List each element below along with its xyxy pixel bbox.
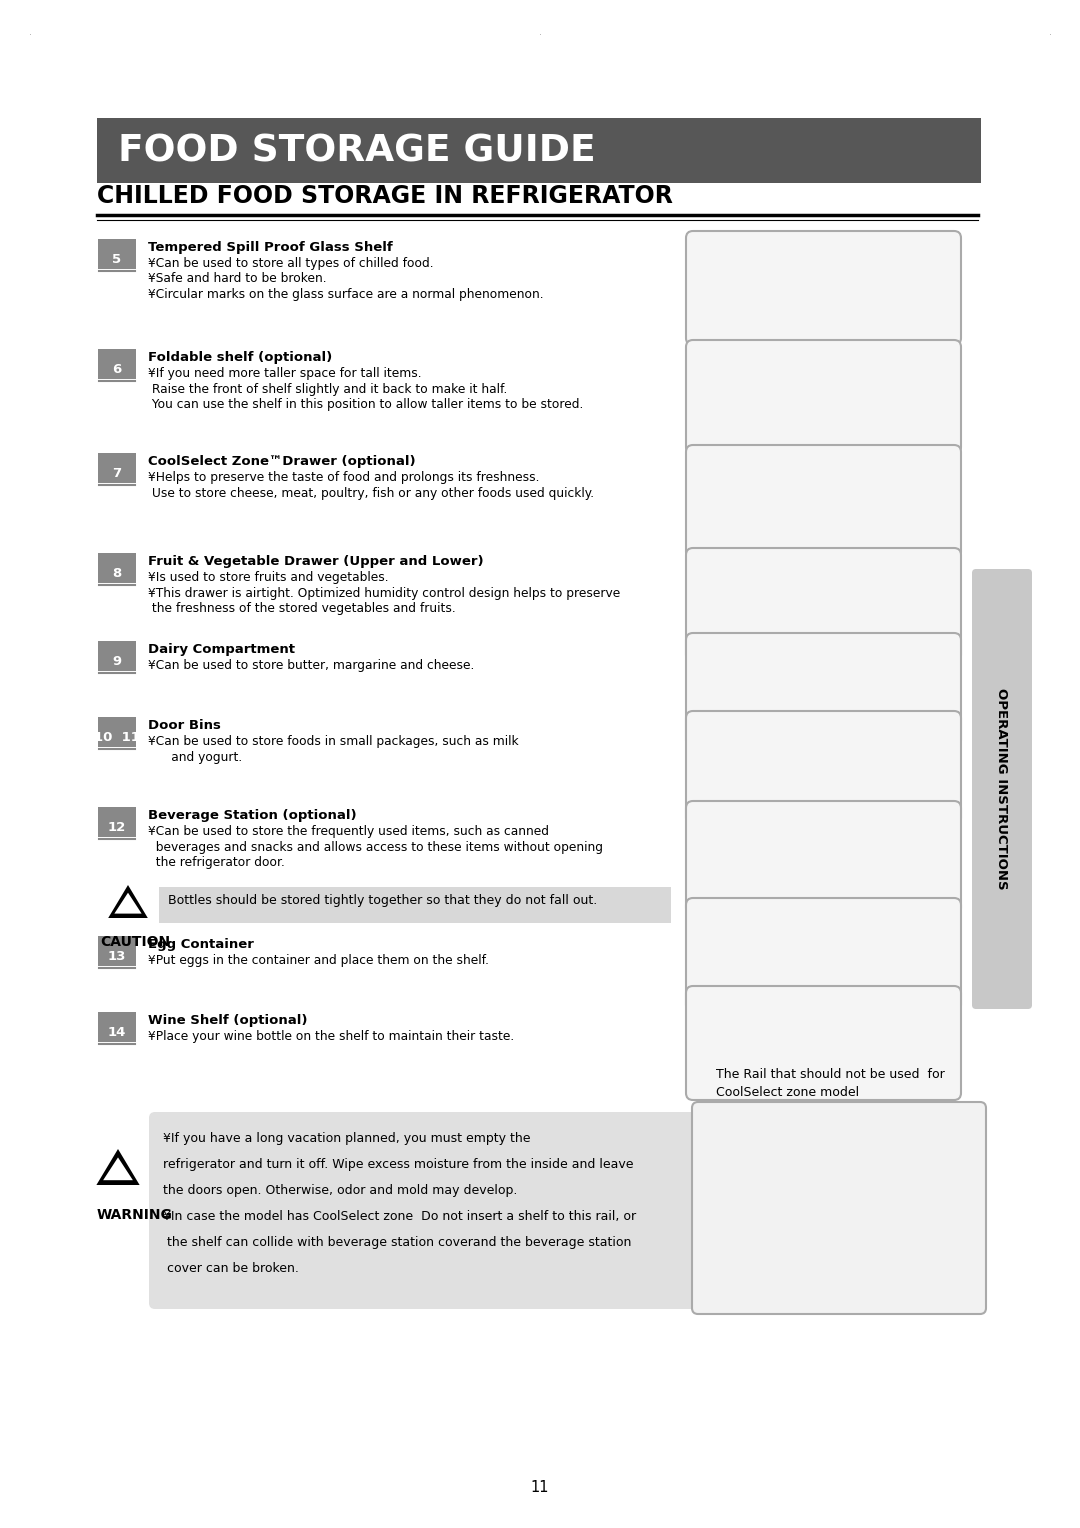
FancyBboxPatch shape — [159, 886, 671, 923]
FancyBboxPatch shape — [149, 1112, 721, 1309]
Text: ·: · — [28, 31, 31, 40]
Text: ¥Can be used to store all types of chilled food.: ¥Can be used to store all types of chill… — [148, 257, 434, 270]
Text: FOOD STORAGE GUIDE: FOOD STORAGE GUIDE — [118, 134, 596, 170]
Text: Foldable shelf (optional): Foldable shelf (optional) — [148, 351, 333, 364]
FancyBboxPatch shape — [97, 118, 981, 183]
FancyBboxPatch shape — [686, 898, 961, 1012]
FancyBboxPatch shape — [686, 711, 961, 825]
FancyBboxPatch shape — [98, 937, 136, 966]
Text: the refrigerator door.: the refrigerator door. — [148, 856, 285, 869]
Text: ¥Safe and hard to be broken.: ¥Safe and hard to be broken. — [148, 272, 326, 286]
FancyBboxPatch shape — [686, 633, 961, 747]
FancyBboxPatch shape — [686, 801, 961, 915]
Text: ·: · — [1049, 31, 1052, 40]
FancyBboxPatch shape — [98, 452, 136, 483]
Text: refrigerator and turn it off. Wipe excess moisture from the inside and leave: refrigerator and turn it off. Wipe exces… — [163, 1158, 634, 1170]
Text: the shelf can collide with beverage station coverand the beverage station: the shelf can collide with beverage stat… — [163, 1236, 632, 1248]
Text: Dairy Compartment: Dairy Compartment — [148, 643, 295, 656]
Text: and yogurt.: and yogurt. — [148, 750, 242, 764]
FancyBboxPatch shape — [686, 549, 961, 662]
Text: the doors open. Otherwise, odor and mold may develop.: the doors open. Otherwise, odor and mold… — [163, 1184, 517, 1196]
Text: Tempered Spill Proof Glass Shelf: Tempered Spill Proof Glass Shelf — [148, 241, 393, 254]
Text: CHILLED FOOD STORAGE IN REFRIGERATOR: CHILLED FOOD STORAGE IN REFRIGERATOR — [97, 183, 673, 208]
Text: ¥In case the model has CoolSelect zone  Do not insert a shelf to this rail, or: ¥In case the model has CoolSelect zone D… — [163, 1210, 636, 1222]
Text: Bottles should be stored tightly together so that they do not fall out.: Bottles should be stored tightly togethe… — [168, 894, 597, 908]
FancyBboxPatch shape — [686, 231, 961, 345]
Text: Beverage Station (optional): Beverage Station (optional) — [148, 808, 356, 822]
Text: ¥Place your wine bottle on the shelf to maintain their taste.: ¥Place your wine bottle on the shelf to … — [148, 1030, 514, 1044]
Text: 6: 6 — [112, 364, 122, 376]
Text: CoolSelect zone model: CoolSelect zone model — [716, 1086, 859, 1099]
Text: OPERATING INSTRUCTIONS: OPERATING INSTRUCTIONS — [996, 688, 1009, 889]
Text: 11: 11 — [530, 1481, 550, 1494]
Polygon shape — [108, 885, 148, 918]
Text: ¥If you have a long vacation planned, you must empty the: ¥If you have a long vacation planned, yo… — [163, 1132, 530, 1144]
Text: 10  11: 10 11 — [94, 730, 140, 744]
Text: Raise the front of shelf slightly and it back to make it half.: Raise the front of shelf slightly and it… — [148, 382, 508, 396]
FancyBboxPatch shape — [98, 348, 136, 379]
Text: 8: 8 — [112, 567, 122, 581]
Text: Door Bins: Door Bins — [148, 720, 221, 732]
FancyBboxPatch shape — [98, 1012, 136, 1042]
FancyBboxPatch shape — [686, 445, 961, 559]
Text: WARNING: WARNING — [97, 1209, 173, 1222]
Text: the freshness of the stored vegetables and fruits.: the freshness of the stored vegetables a… — [148, 602, 456, 614]
Text: Wine Shelf (optional): Wine Shelf (optional) — [148, 1015, 308, 1027]
Text: The Rail that should not be used  for: The Rail that should not be used for — [716, 1068, 945, 1080]
Text: 14: 14 — [108, 1025, 126, 1039]
FancyBboxPatch shape — [972, 568, 1032, 1008]
Text: 7: 7 — [112, 468, 122, 480]
Text: 9: 9 — [112, 656, 122, 668]
Text: ¥If you need more taller space for tall items.: ¥If you need more taller space for tall … — [148, 367, 421, 380]
Text: 5: 5 — [112, 254, 122, 266]
Text: ¥Can be used to store butter, margarine and cheese.: ¥Can be used to store butter, margarine … — [148, 659, 474, 672]
FancyBboxPatch shape — [686, 986, 961, 1100]
Text: CAUTION: CAUTION — [100, 935, 171, 949]
Text: 13: 13 — [108, 950, 126, 963]
FancyBboxPatch shape — [98, 642, 136, 671]
FancyBboxPatch shape — [98, 238, 136, 269]
Text: 12: 12 — [108, 821, 126, 834]
Text: Egg Container: Egg Container — [148, 938, 254, 950]
Text: !: ! — [116, 1169, 121, 1181]
Text: ¥Helps to preserve the taste of food and prolongs its freshness.: ¥Helps to preserve the taste of food and… — [148, 471, 540, 484]
FancyBboxPatch shape — [686, 341, 961, 454]
Text: ¥This drawer is airtight. Optimized humidity control design helps to preserve: ¥This drawer is airtight. Optimized humi… — [148, 587, 620, 599]
Polygon shape — [96, 1149, 139, 1186]
Text: beverages and snacks and allows access to these items without opening: beverages and snacks and allows access t… — [148, 840, 603, 854]
Text: ¥Can be used to store foods in small packages, such as milk: ¥Can be used to store foods in small pac… — [148, 735, 518, 749]
Text: !: ! — [125, 902, 131, 915]
Text: ¥Put eggs in the container and place them on the shelf.: ¥Put eggs in the container and place the… — [148, 953, 489, 967]
Text: CoolSelect Zone™Drawer (optional): CoolSelect Zone™Drawer (optional) — [148, 455, 416, 468]
FancyBboxPatch shape — [98, 807, 136, 837]
Polygon shape — [114, 892, 141, 914]
FancyBboxPatch shape — [98, 553, 136, 584]
Text: ·: · — [539, 31, 541, 40]
Text: You can use the shelf in this position to allow taller items to be stored.: You can use the shelf in this position t… — [148, 397, 583, 411]
Text: cover can be broken.: cover can be broken. — [163, 1262, 299, 1274]
Text: Use to store cheese, meat, poultry, fish or any other foods used quickly.: Use to store cheese, meat, poultry, fish… — [148, 486, 594, 500]
Text: ¥Can be used to store the frequently used items, such as canned: ¥Can be used to store the frequently use… — [148, 825, 549, 837]
Text: Fruit & Vegetable Drawer (Upper and Lower): Fruit & Vegetable Drawer (Upper and Lowe… — [148, 555, 484, 568]
Polygon shape — [103, 1157, 133, 1180]
Text: ¥Is used to store fruits and vegetables.: ¥Is used to store fruits and vegetables. — [148, 571, 389, 584]
Text: ¥Circular marks on the glass surface are a normal phenomenon.: ¥Circular marks on the glass surface are… — [148, 287, 543, 301]
FancyBboxPatch shape — [98, 717, 136, 747]
FancyBboxPatch shape — [692, 1102, 986, 1314]
